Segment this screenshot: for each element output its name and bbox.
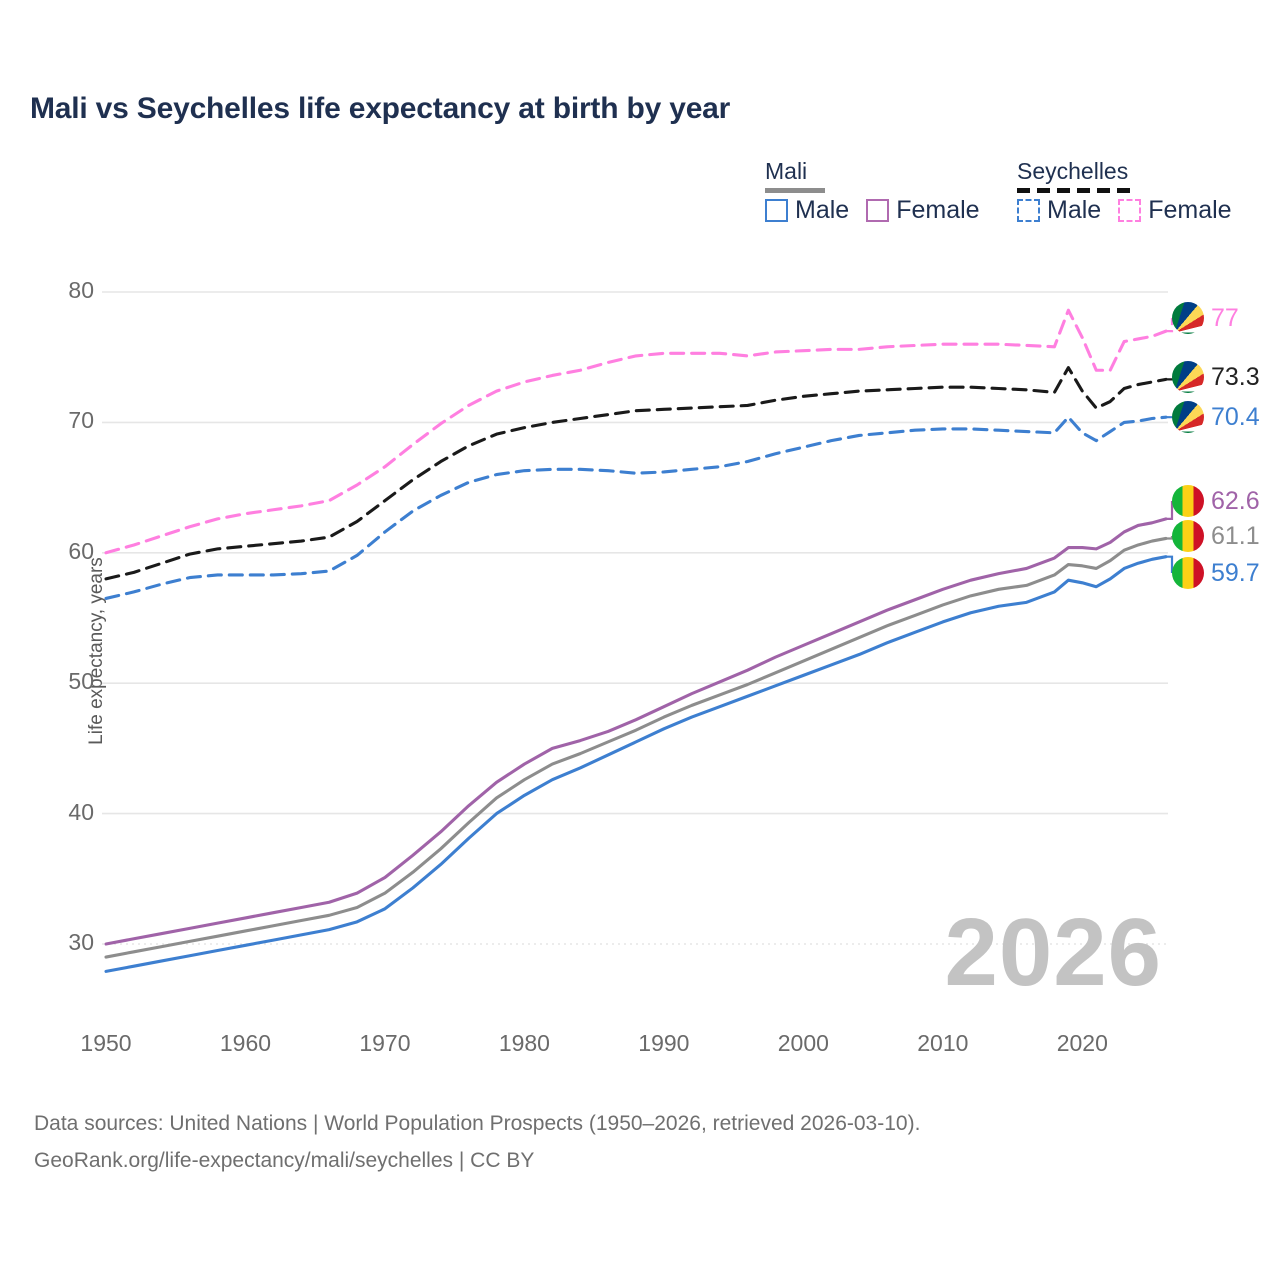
x-tick-label-1990: 1990	[638, 1030, 690, 1056]
mali-flag-icon	[1172, 557, 1204, 589]
seychelles-flag-icon	[1172, 401, 1204, 433]
series-line-seychelles-female	[104, 308, 1168, 555]
legend-label-seychelles-male: Male	[1047, 196, 1102, 224]
legend-swatch-mali-female-icon	[866, 199, 890, 222]
y-tick-label-30: 30	[68, 929, 94, 955]
legend-rule-seychelles	[1017, 188, 1135, 193]
seychelles-flag-icon	[1172, 302, 1204, 334]
x-tick-label-1960: 1960	[219, 1030, 272, 1056]
end-label-row: 59.7	[1172, 557, 1260, 589]
y-tick-label-80: 80	[68, 277, 94, 303]
series-line-mali-male	[104, 555, 1168, 973]
end-label-value: 73.3	[1211, 362, 1260, 391]
end-label-value: 77	[1211, 303, 1239, 332]
series-line-mali-female	[104, 517, 1168, 946]
end-label-value: 61.1	[1211, 521, 1260, 550]
legend-item-seychelles-male[interactable]: Male	[1017, 196, 1101, 225]
legend-label-mali-female: Female	[896, 196, 980, 224]
end-label-row: 61.1	[1172, 520, 1260, 552]
mali-flag-icon	[1172, 520, 1204, 552]
chart-legend: Mali Male Female Seychelles Male	[755, 158, 1255, 243]
footer-line-2: GeoRank.org/life-expectancy/mali/seychel…	[34, 1149, 535, 1172]
end-connector-3	[1166, 501, 1174, 520]
end-label-row: 73.3	[1172, 361, 1260, 393]
x-tick-label-1950: 1950	[80, 1030, 132, 1056]
end-label-row: 62.6	[1172, 485, 1260, 517]
y-tick-label-40: 40	[68, 798, 94, 825]
end-label-row: 70.4	[1172, 401, 1260, 433]
x-tick-label-2000: 2000	[777, 1030, 829, 1056]
y-tick-label-60: 60	[68, 537, 94, 564]
y-tick-label-70: 70	[68, 407, 94, 434]
legend-item-mali-female[interactable]: Female	[866, 196, 980, 225]
end-label-value: 62.6	[1211, 486, 1260, 515]
legend-country-seychelles: Seychelles	[1017, 158, 1129, 184]
legend-item-mali-male[interactable]: Male	[765, 196, 849, 225]
series-line-seychelles-male	[104, 415, 1168, 600]
legend-item-seychelles-female[interactable]: Female	[1118, 196, 1232, 225]
legend-country-mali: Mali	[765, 158, 808, 184]
legend-swatch-seychelles-male-icon	[1017, 199, 1040, 222]
legend-group-seychelles: Seychelles Male Female	[1017, 158, 1257, 224]
year-watermark: 2026	[944, 899, 1162, 1006]
seychelles-flag-icon	[1172, 361, 1204, 393]
x-tick-label-2010: 2010	[917, 1030, 969, 1056]
y-tick-label-50: 50	[68, 668, 94, 695]
legend-rule-mali	[765, 188, 825, 193]
footer-credits: Data sources: United Nations | World Pop…	[34, 1105, 920, 1179]
legend-swatch-seychelles-female-icon	[1118, 199, 1142, 222]
page-title: Mali vs Seychelles life expectancy at bi…	[30, 92, 731, 125]
mali-flag-icon	[1172, 485, 1204, 517]
x-tick-label-1970: 1970	[359, 1030, 411, 1056]
x-tick-label-2020: 2020	[1056, 1030, 1108, 1056]
legend-label-seychelles-female: Female	[1148, 196, 1232, 224]
end-label-row: 77	[1172, 302, 1239, 334]
series-line-seychelles-total	[104, 366, 1168, 581]
legend-swatch-mali-male-icon	[765, 199, 788, 222]
legend-group-mali: Mali Male Female	[765, 158, 995, 224]
legend-label-mali-male: Male	[795, 196, 850, 224]
footer-line-1: Data sources: United Nations | World Pop…	[34, 1112, 921, 1135]
end-label-value: 59.7	[1211, 558, 1260, 587]
x-tick-label-1980: 1980	[498, 1030, 550, 1056]
series-line-mali-total	[104, 536, 1168, 959]
end-label-value: 70.4	[1211, 402, 1260, 431]
